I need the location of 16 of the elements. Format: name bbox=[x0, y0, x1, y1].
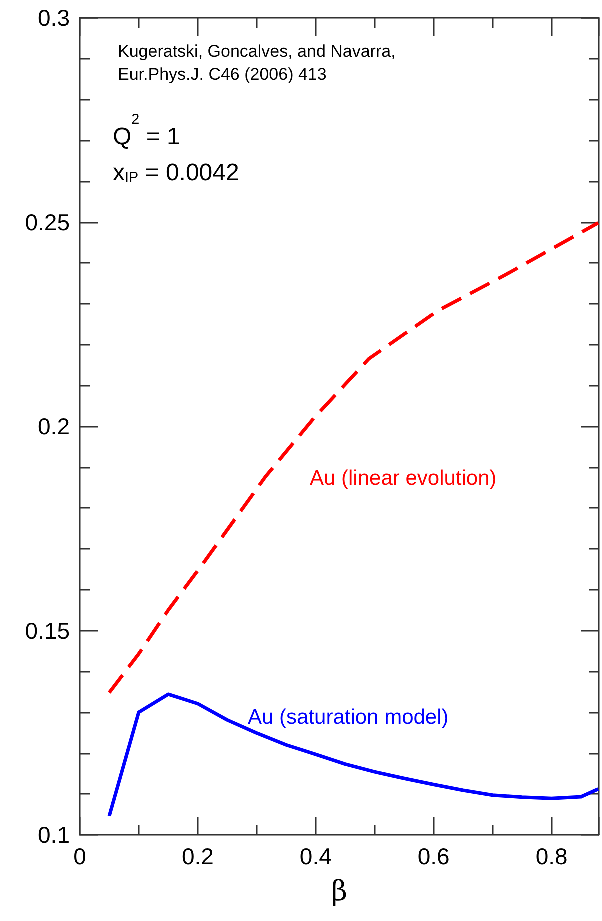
annotation: Kugeratski, Goncalves, and Navarra, Eur.Phys.J. C46 (2006) 413 bbox=[118, 42, 396, 84]
x-tick-label: 0.2 bbox=[182, 844, 214, 870]
y-tick-label: 0.1 bbox=[38, 822, 70, 848]
x-tick-label: 0.8 bbox=[536, 844, 568, 870]
x-tick-label: 0 bbox=[74, 844, 86, 870]
annotation: xIP = 0.0042 bbox=[113, 160, 240, 187]
series-label: Au (saturation model) bbox=[248, 706, 449, 729]
x-axis-title: β bbox=[331, 874, 348, 908]
y-tick-label: 0.2 bbox=[38, 414, 70, 440]
y-tick-label: 0.25 bbox=[25, 209, 70, 236]
annotation: Q2 = 1 bbox=[113, 112, 180, 150]
x-tick-label: 0.6 bbox=[418, 844, 450, 870]
x-tick-label: 0.4 bbox=[300, 844, 332, 870]
y-tick-label: 0.15 bbox=[25, 618, 70, 644]
series-label: Au (linear evolution) bbox=[310, 467, 497, 490]
y-tick-label: 0.3 bbox=[38, 5, 70, 31]
